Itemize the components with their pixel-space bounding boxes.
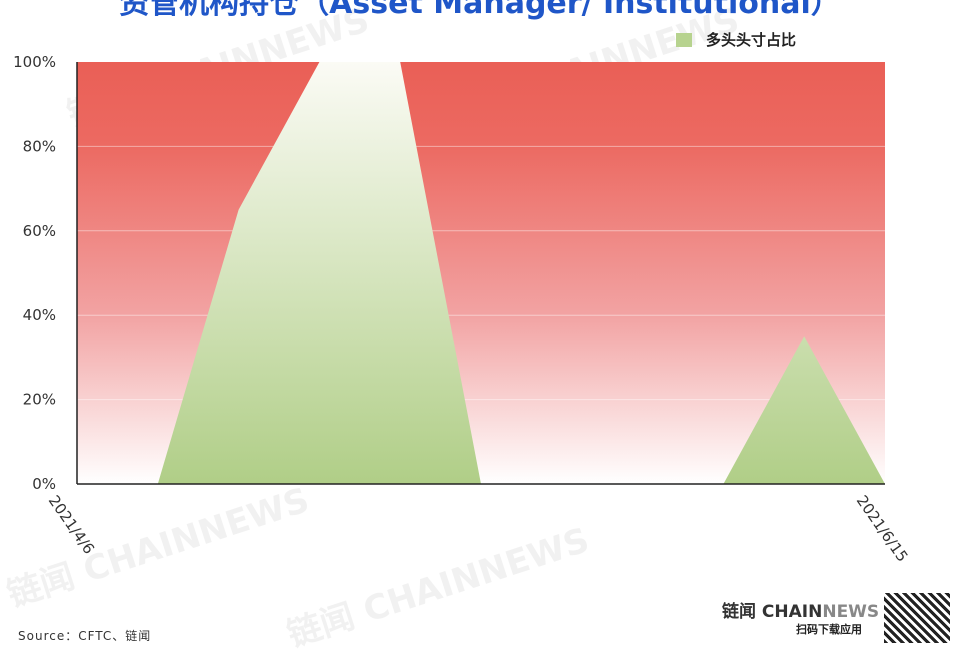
y-tick-label: 60% bbox=[23, 222, 56, 240]
y-tick-label: 100% bbox=[13, 53, 56, 71]
brand-logo: 链闻 CHAINNEWS bbox=[722, 602, 880, 622]
source-note: Source：CFTC、链闻 bbox=[18, 629, 152, 643]
legend-swatch bbox=[676, 32, 692, 47]
y-tick-label: 0% bbox=[32, 475, 56, 493]
series-area bbox=[77, 62, 885, 484]
chart-title: 资管机构持仓（Asset Manager/ Institutional） bbox=[119, 0, 841, 21]
qr-code bbox=[884, 593, 950, 643]
y-tick-label: 40% bbox=[23, 306, 56, 324]
x-tick-label: 2021/4/6 bbox=[45, 492, 98, 558]
scan-text: 扫码下载应用 bbox=[796, 623, 862, 636]
y-tick-label: 80% bbox=[23, 137, 56, 155]
x-tick-label: 2021/6/15 bbox=[853, 492, 912, 565]
legend-label: 多头头寸占比 bbox=[706, 31, 797, 49]
legend: 多头头寸占比 bbox=[676, 29, 796, 50]
y-tick-label: 20% bbox=[23, 391, 56, 409]
